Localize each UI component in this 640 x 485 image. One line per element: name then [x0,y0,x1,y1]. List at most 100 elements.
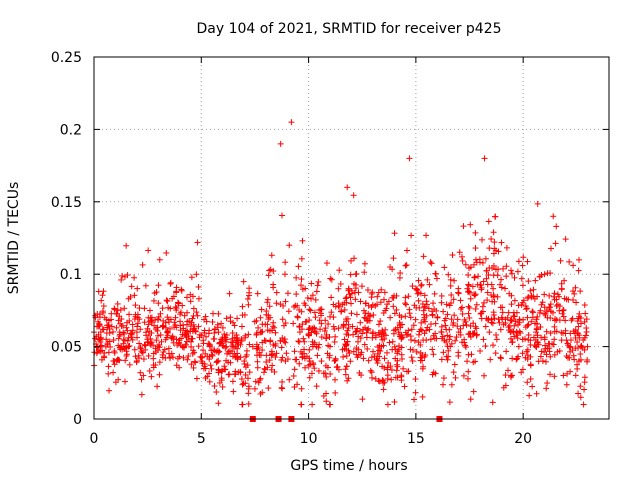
data-point [153,337,160,344]
data-point-key [133,329,140,336]
data-point-key [498,314,505,321]
data-point [97,348,104,355]
data-point [312,296,319,303]
data-point [114,300,121,307]
data-point [141,341,148,348]
data-point [455,349,462,356]
data-point [298,282,305,289]
data-point [564,370,571,377]
data-point [298,255,305,262]
data-point [408,326,415,333]
data-point [202,313,209,320]
data-point [282,259,289,266]
data-point [444,356,451,363]
data-point [182,331,189,338]
data-point [105,370,112,377]
data-point [575,267,582,274]
data-point [164,314,171,321]
data-point [441,337,448,344]
data-point [151,290,158,297]
data-point [384,301,391,308]
data-point [566,354,573,361]
data-point [165,345,172,352]
data-point [145,321,152,328]
data-point [463,321,470,328]
data-point [385,359,392,366]
data-point [524,258,531,265]
data-point [497,355,504,362]
data-point [427,259,434,266]
data-point-key [481,155,488,162]
data-point [131,274,138,281]
data-point [299,286,306,293]
data-point [252,378,259,385]
data-point [359,396,366,403]
data-point [478,310,485,317]
data-point [472,323,479,330]
x-axis-label: GPS time / hours [290,458,407,474]
data-point [390,303,397,310]
data-point [516,316,523,323]
data-point [361,260,368,267]
x-tick-label: 20 [514,431,532,447]
data-point [162,324,169,331]
data-point [547,371,554,378]
data-point [317,326,324,333]
data-point [442,322,449,329]
data-point [569,288,576,295]
data-point [400,365,407,372]
data-point [491,245,498,252]
data-point [123,348,130,355]
data-point [105,363,112,370]
data-point [408,354,415,361]
data-point [482,343,489,350]
data-point [343,294,350,301]
y-axis-label: SRMTID / TECUs [6,182,22,295]
data-point [496,319,503,326]
data-point [126,361,133,368]
data-point [426,281,433,288]
data-point [298,276,305,283]
data-point-key [163,329,170,336]
data-point [172,304,179,311]
data-point [142,282,149,289]
data-point [373,356,380,363]
data-point [418,281,425,288]
data-point [203,318,210,325]
data-point [334,363,341,370]
data-point-key [318,358,325,365]
data-point [185,336,192,343]
data-point-key [438,329,445,336]
data-point [370,312,377,319]
data-point [425,305,432,312]
data-point [503,263,510,270]
data-point [239,401,246,408]
data-point [574,365,581,372]
data-point [206,378,213,385]
data-point [403,262,410,269]
data-point [503,273,510,280]
data-point [301,364,308,371]
data-point [189,315,196,322]
data-point [551,290,558,297]
data-point [159,305,166,312]
data-point [461,336,468,343]
data-point [195,343,202,350]
data-point [497,354,504,361]
data-point [195,295,202,302]
data-point [161,346,168,353]
data-point [409,346,416,353]
data-point [411,337,418,344]
data-point [363,329,370,336]
data-point-key [447,343,454,350]
data-point [535,358,542,365]
data-point [357,335,364,342]
data-point [465,303,472,310]
chart-title: Day 104 of 2021, SRMTID for receiver p42… [196,21,501,37]
data-point [327,370,334,377]
data-point [445,347,452,354]
data-point [543,328,550,335]
data-point [551,373,558,380]
data-point [286,376,293,383]
data-point [227,318,234,325]
